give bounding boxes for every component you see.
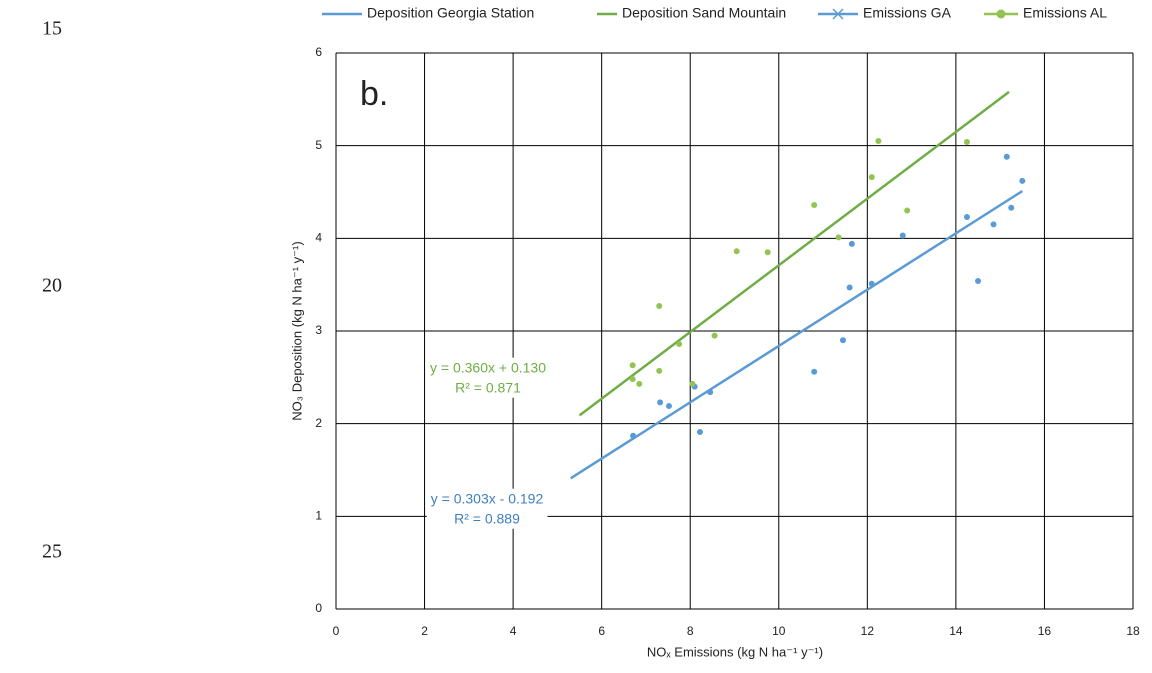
x-tick-label: 6 (598, 624, 605, 638)
line-number: 20 (42, 275, 62, 297)
x-tick-label: 0 (333, 624, 340, 638)
x-axis-title: NOₓ Emissions (kg N ha⁻¹ y⁻¹) (647, 644, 823, 659)
point (975, 277, 982, 284)
label-background (426, 488, 548, 529)
point (1019, 177, 1026, 184)
legend-marker (832, 8, 844, 20)
point (875, 138, 882, 145)
y-tick-label: 5 (315, 138, 322, 152)
point (811, 201, 818, 208)
point (899, 232, 906, 239)
point (629, 362, 636, 369)
x-tick-label: 8 (687, 624, 694, 638)
point (839, 337, 846, 344)
point (696, 429, 703, 436)
point (990, 221, 997, 228)
point (657, 399, 664, 406)
point (811, 368, 818, 375)
legend-marker (996, 9, 1006, 19)
point (1008, 204, 1015, 211)
x-tick-label: 12 (861, 624, 875, 638)
point (764, 249, 771, 256)
trend-line (578, 90, 1010, 417)
legend-label: Emissions GA (863, 5, 952, 21)
legend-label: Deposition Sand Mountain (622, 5, 786, 21)
y-tick-label: 0 (315, 601, 322, 615)
trend-line (570, 190, 1023, 480)
point (707, 389, 714, 396)
point (848, 240, 855, 247)
x-tick-label: 14 (949, 624, 963, 638)
y-tick-label: 2 (315, 416, 322, 430)
point (676, 340, 683, 347)
x-tick-label: 2 (421, 624, 428, 638)
label-background (426, 357, 551, 398)
x-tick-label: 18 (1126, 624, 1140, 638)
y-axis-title: NO₃ Deposition (kg N ha⁻¹ y⁻¹) (289, 241, 304, 420)
point (963, 138, 970, 145)
point (630, 432, 637, 439)
y-tick-label: 6 (315, 45, 322, 59)
point (665, 403, 672, 410)
equation: y = 0.360x + 0.130 (430, 360, 546, 376)
x-tick-label: 16 (1038, 624, 1052, 638)
x-tick-label: 4 (510, 624, 517, 638)
y-tick-label: 3 (315, 323, 322, 337)
y-tick-label: 4 (315, 231, 322, 245)
point (733, 248, 740, 255)
line-number: 25 (42, 541, 62, 563)
r-squared: R² = 0.871 (455, 380, 521, 396)
point (868, 280, 875, 287)
x-tick-label: 10 (772, 624, 786, 638)
point (636, 380, 643, 387)
point (656, 367, 663, 374)
point (835, 234, 842, 241)
point (846, 284, 853, 291)
r-squared: R² = 0.889 (454, 511, 520, 527)
point (904, 207, 911, 214)
legend-label: Emissions AL (1023, 5, 1107, 21)
point (656, 302, 663, 309)
point (868, 174, 875, 181)
point (629, 376, 636, 383)
point (711, 332, 718, 339)
legend-label: Deposition Georgia Station (367, 5, 534, 21)
line-number: 15 (42, 18, 62, 40)
point (689, 380, 696, 387)
point (1003, 153, 1010, 160)
point (963, 214, 970, 221)
panel-label: b. (360, 75, 388, 113)
y-tick-label: 1 (315, 509, 322, 523)
equation: y = 0.303x - 0.192 (431, 491, 544, 507)
